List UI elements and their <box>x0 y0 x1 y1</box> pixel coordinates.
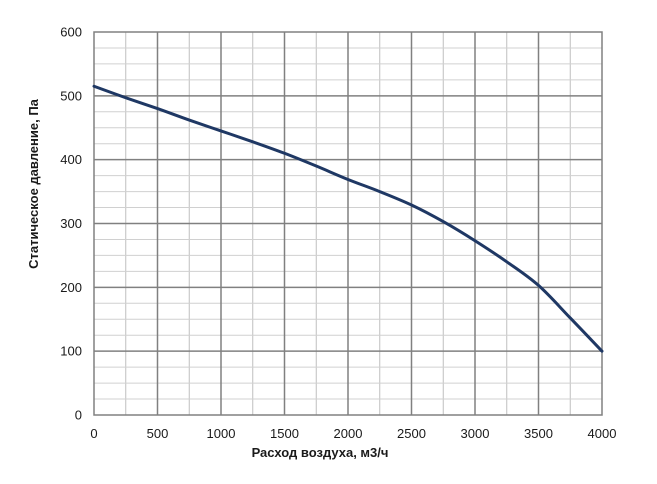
x-tick-labels: 0 500 1000 1500 2000 2500 3000 3500 4000 <box>90 426 616 441</box>
series-layer <box>92 84 604 353</box>
x-tick-label: 2000 <box>334 426 363 441</box>
y-tick-label: 300 <box>60 216 82 231</box>
x-tick-label: 500 <box>147 426 169 441</box>
y-axis-label: Статическое давление, Па <box>26 98 41 269</box>
y-tick-label: 500 <box>60 88 82 103</box>
series-line <box>92 84 604 353</box>
x-axis-label: Расход воздуха, м3/ч <box>252 445 389 460</box>
y-tick-labels: 0 100 200 300 400 500 600 <box>60 25 82 423</box>
x-tick-label: 1500 <box>270 426 299 441</box>
plot-border <box>93 31 603 416</box>
x-tick-label: 3000 <box>461 426 490 441</box>
x-tick-label: 0 <box>90 426 97 441</box>
y-tick-label: 0 <box>75 408 82 423</box>
x-tick-label: 2500 <box>397 426 426 441</box>
x-tick-label: 1000 <box>207 426 236 441</box>
y-tick-label: 400 <box>60 152 82 167</box>
x-tick-label: 4000 <box>588 426 617 441</box>
x-tick-label: 3500 <box>524 426 553 441</box>
y-tick-label: 100 <box>60 344 82 359</box>
major-grid <box>94 32 602 415</box>
y-tick-label: 600 <box>60 25 82 40</box>
y-tick-label: 200 <box>60 280 82 295</box>
